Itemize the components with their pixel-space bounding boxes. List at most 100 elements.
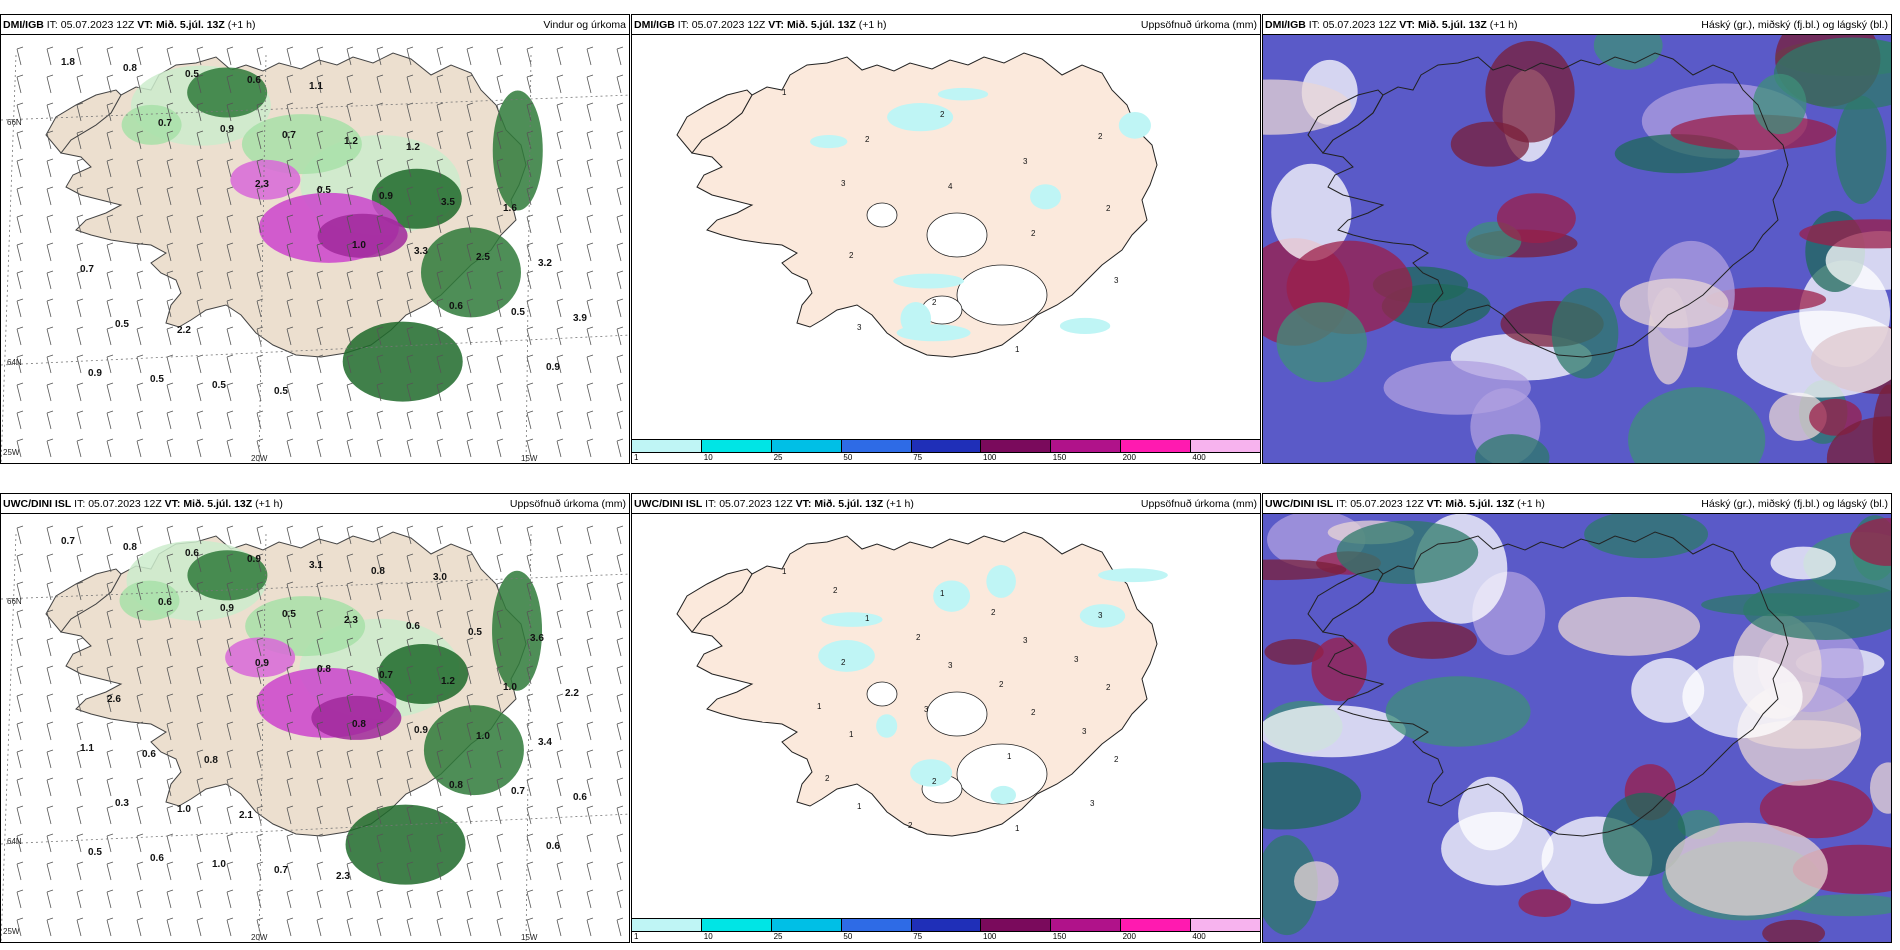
wind-barb (586, 889, 594, 909)
precip-value-label: 2 (940, 110, 945, 119)
lead-time: (+1 h) (1517, 498, 1545, 510)
wind-barb (166, 270, 174, 290)
precip-value-label: 0.7 (274, 865, 288, 876)
wind-barb (46, 382, 54, 402)
wind-barb (136, 861, 144, 881)
wind-barb (526, 665, 534, 685)
cloud-layer-area (1263, 762, 1362, 830)
map-area (1263, 514, 1891, 942)
precip-value-label: 0.8 (204, 755, 218, 766)
wind-barb (16, 102, 24, 122)
wind-barb (556, 186, 564, 206)
wind-barb (46, 721, 54, 741)
wind-barb (436, 721, 444, 741)
wind-barb (106, 214, 114, 234)
wind-barb (226, 721, 234, 741)
colorbar-swatch (911, 919, 982, 931)
precip-value-label: 1.2 (441, 676, 455, 687)
wind-barb (556, 130, 564, 150)
precip-value-label: 0.7 (61, 536, 75, 547)
wind-barb (586, 214, 594, 234)
wind-barb (256, 525, 264, 545)
precip-value-label: 0.9 (379, 191, 393, 202)
westfjords-outline (1307, 89, 1384, 154)
precip-value-label: 3.5 (441, 197, 455, 208)
wind-barb (76, 382, 84, 402)
wind-barb (316, 637, 324, 657)
precip-value-label: 1 (857, 802, 862, 811)
precip-patch (810, 135, 848, 149)
lat-64-label: 64N (7, 837, 22, 846)
wind-barb (436, 665, 444, 685)
wind-barb (316, 438, 324, 458)
wind-barb (616, 186, 624, 206)
wind-barb (556, 777, 564, 797)
model-name: DMI/IGB (3, 19, 44, 31)
wind-barb (466, 130, 474, 150)
wind-barb (286, 326, 294, 346)
wind-barb (496, 833, 504, 853)
wind-barb (136, 186, 144, 206)
cloud-layer-area (1770, 546, 1836, 580)
wind-barb (496, 805, 504, 825)
precip-value-label: 0.6 (247, 75, 261, 86)
wind-barb (286, 270, 294, 290)
wind-barb (436, 693, 444, 713)
cloud-layer-area (1475, 434, 1550, 463)
wind-barb (196, 749, 204, 769)
cloud-layer-area (1706, 287, 1827, 312)
colorbar-tick: 75 (913, 453, 923, 462)
westfjords-land (45, 568, 122, 633)
wind-barb (196, 917, 204, 937)
wind-barb (256, 889, 264, 909)
westfjords-outline (1307, 568, 1384, 633)
glacier (866, 202, 898, 228)
wind-barb (76, 833, 84, 853)
wind-barb (466, 889, 474, 909)
wind-barb (346, 102, 354, 122)
precip-value-label: 0.6 (573, 792, 587, 803)
cloud-layer-area (1264, 639, 1324, 665)
wind-barb (526, 609, 534, 629)
wind-barb (196, 777, 204, 797)
lon-15-label: 15W (521, 454, 538, 463)
wind-barb (556, 242, 564, 262)
wind-barb (136, 665, 144, 685)
wind-barb (106, 46, 114, 66)
cloud-layer-area (1558, 596, 1701, 656)
model-name: UWC/DINI ISL (1265, 498, 1334, 510)
vt-value: Mið. 5.júl. 13Z (1445, 498, 1515, 510)
wind-barb (346, 130, 354, 150)
wind-barb (196, 525, 204, 545)
precip-value-label: 2.3 (336, 871, 350, 882)
precip-patch (818, 640, 875, 672)
wind-barb (436, 861, 444, 881)
wind-barb (346, 805, 354, 825)
precip-patch (876, 714, 898, 738)
wind-barb (586, 354, 594, 374)
wind-barb (556, 326, 564, 346)
cloud-layer-area (1759, 779, 1873, 839)
wind-barb (286, 721, 294, 741)
wind-barb (226, 889, 234, 909)
wind-barb (556, 861, 564, 881)
precip-value-label: 0.8 (123, 63, 137, 74)
wind-barb (196, 298, 204, 318)
precip-value-label: 0.7 (80, 264, 94, 275)
wind-barb (466, 609, 474, 629)
wind-barb (496, 693, 504, 713)
wind-barb (316, 553, 324, 573)
panel-dmi-clouds: DMI/IGB IT: 05.07.2023 12Z VT: Mið. 5.jú… (1262, 14, 1892, 464)
precip-value-label: 3 (1023, 636, 1028, 645)
colorbar-swatch (632, 919, 702, 931)
vt-label: VT: (768, 19, 785, 31)
precip-value-label: 2.3 (344, 615, 358, 626)
wind-barb (406, 693, 414, 713)
precip-value-label: 1.0 (212, 859, 226, 870)
wind-barb (586, 438, 594, 458)
map-area (1263, 35, 1891, 463)
wind-barb (526, 721, 534, 741)
wind-barb (106, 721, 114, 741)
wind-barb (616, 214, 624, 234)
wind-barb (406, 749, 414, 769)
